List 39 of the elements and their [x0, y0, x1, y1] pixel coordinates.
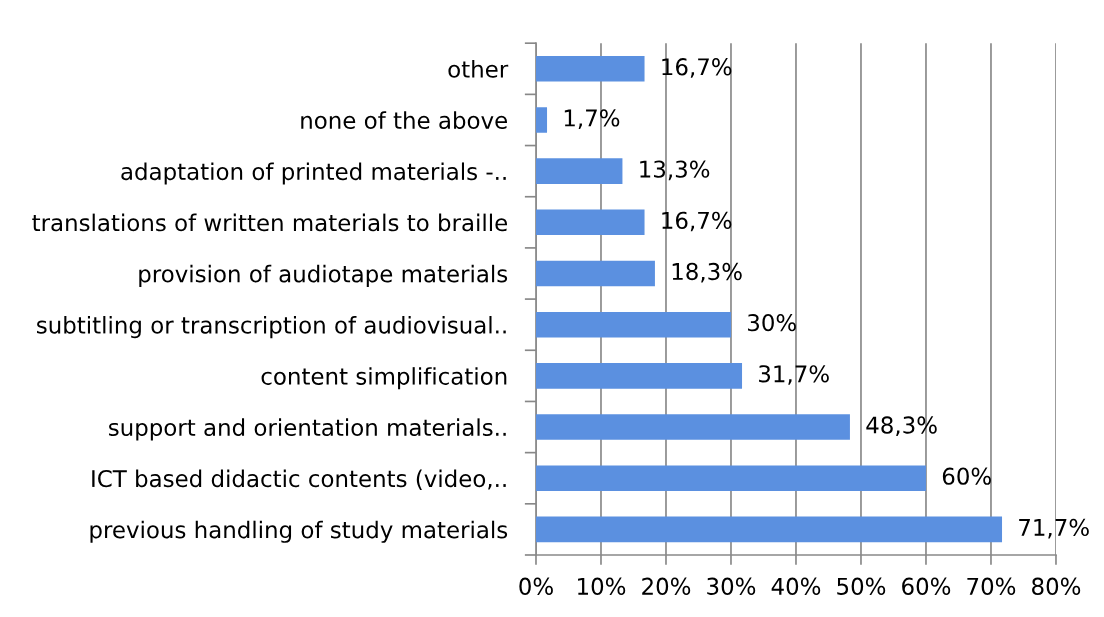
bar	[535, 516, 1003, 543]
data-label: 18,3%	[672, 262, 742, 283]
x-tick-label: 70%	[967, 577, 1016, 595]
x-tick-label: 10%	[578, 577, 626, 595]
bar	[535, 158, 623, 184]
y-tick-label: content simplification	[261, 367, 507, 390]
y-tick-label: adaptation of printed materials -..	[121, 162, 506, 185]
bar	[535, 414, 850, 440]
y-tick-label: translations of written materials to braille	[32, 213, 508, 232]
y-tick-label: none of the above	[301, 111, 507, 129]
data-label: 48,3%	[866, 416, 937, 437]
data-label: 60%	[942, 467, 991, 485]
x-tick-label: 50%	[837, 577, 886, 595]
x-tick-label: 40%	[771, 577, 821, 595]
data-label: 1,7%	[564, 109, 620, 129]
data-label: 16,7%	[662, 211, 732, 232]
data-label: 31,7%	[759, 365, 829, 385]
y-tick-label: other	[448, 60, 509, 78]
x-tick-label: 0%	[519, 577, 553, 595]
bar	[535, 107, 548, 133]
bar	[535, 260, 655, 287]
data-label: 30%	[748, 314, 796, 332]
x-tick-label: 20%	[642, 577, 691, 595]
x-tick-label: 60%	[902, 577, 951, 595]
bar	[535, 465, 926, 492]
data-label: 16,7%	[662, 58, 732, 78]
y-tick-label: ICT based didactic contents (video,..	[92, 469, 506, 490]
bar	[535, 209, 645, 236]
y-tick-label: provision of audiotape materials	[139, 264, 508, 287]
x-tick-label: 80%	[1032, 577, 1081, 595]
bar	[535, 55, 645, 82]
data-label: 71,7%	[1019, 518, 1089, 539]
bar	[535, 311, 731, 338]
y-tick-label: previous handling of study materials	[90, 520, 508, 543]
x-tick-label: 30%	[707, 577, 756, 595]
y-tick-label: support and orientation materials..	[109, 418, 506, 441]
data-label: 13,3%	[640, 160, 710, 181]
y-tick-label: subtitling or transcription of audiovisual..	[37, 315, 506, 339]
bar	[535, 363, 743, 389]
